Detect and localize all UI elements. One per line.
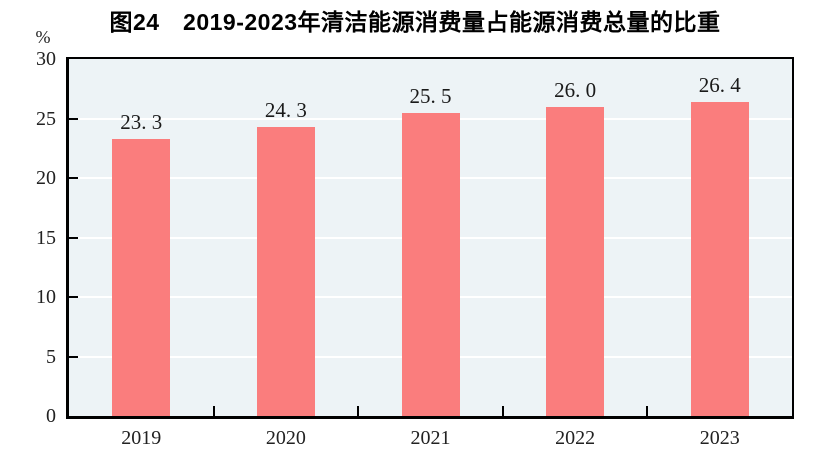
x-tick-mark-3 [501,406,504,416]
x-axis-label-2019: 2019 [121,427,162,449]
y-axis-label-20: 20 [36,167,56,189]
bar-2019 [112,138,171,416]
y-tick-mark-25 [69,117,78,120]
y-axis-unit-label: % [35,27,51,47]
y-axis-label-10: 10 [36,286,56,308]
chart-title: 图24 2019-2023年清洁能源消费量占能源消费总量的比重 [109,9,721,35]
bar-value-label-2023: 26. 4 [698,72,741,97]
x-axis-label-2020: 2020 [265,427,306,449]
y-axis-label-30: 30 [36,48,56,70]
y-axis-label-25: 25 [36,107,56,130]
x-axis-label-2022: 2022 [555,427,596,449]
plot-area: 23. 3 24. 3 25. 5 26. 0 26. 4 [66,57,794,419]
y-axis-label-5: 5 [46,345,56,368]
x-tick-mark-2 [357,406,360,416]
bar-value-label-2022: 26. 0 [554,77,597,102]
bar-2023 [690,101,749,416]
y-axis-label-0: 0 [46,405,56,427]
bar-2022 [546,106,605,416]
x-tick-mark-4 [646,406,649,416]
y-tick-mark-20 [69,177,78,179]
bar-value-label-2020: 24. 3 [264,97,307,122]
bar-value-label-2019: 23. 3 [120,109,163,134]
x-axis-label-2023: 2023 [699,427,740,449]
x-tick-mark-1 [212,406,215,416]
y-tick-mark-15 [69,236,78,239]
bar-2020 [256,126,315,416]
y-tick-mark-10 [69,296,78,298]
x-axis-label-2021: 2021 [410,427,451,449]
y-tick-mark-5 [69,355,78,358]
bar-value-label-2021: 25. 5 [409,83,452,108]
bar-2021 [401,112,460,416]
y-axis-label-15: 15 [36,226,56,249]
